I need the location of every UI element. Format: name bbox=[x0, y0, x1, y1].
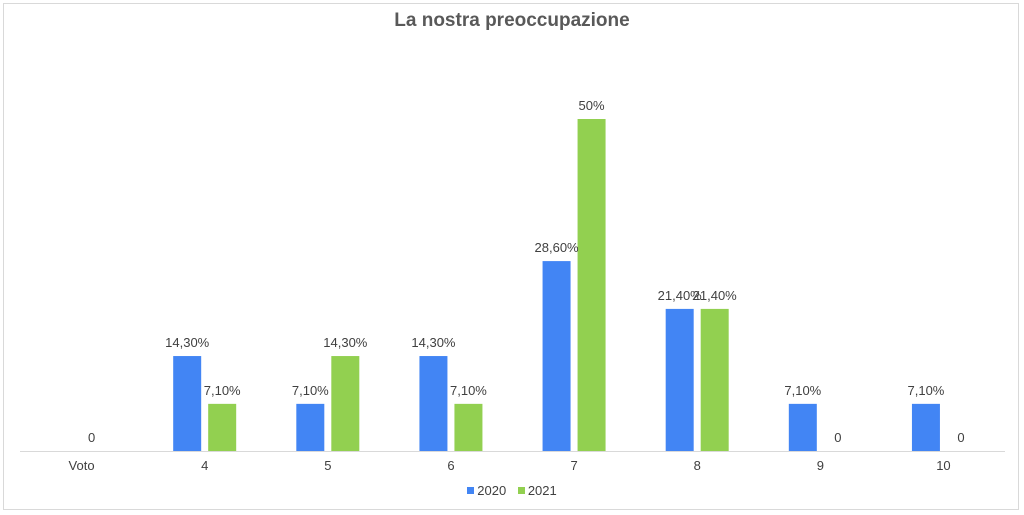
x-tick-label-6: 6 bbox=[447, 458, 454, 473]
bar-2021-8 bbox=[700, 308, 729, 451]
chart-legend: 2020 2021 bbox=[0, 482, 1024, 498]
bar-2020-7 bbox=[542, 261, 571, 451]
legend-swatch-2021 bbox=[517, 487, 525, 495]
legend-swatch-2020 bbox=[467, 487, 475, 495]
data-label-2021-4: 7,10% bbox=[204, 383, 241, 398]
data-label-2021-6: 7,10% bbox=[450, 383, 487, 398]
data-label-2020-6: 14,30% bbox=[411, 335, 456, 350]
x-tick-label-voto: Voto bbox=[69, 458, 95, 473]
bar-2021-5 bbox=[331, 356, 360, 451]
bar-2021-6 bbox=[454, 403, 483, 451]
data-label-2021-7: 50% bbox=[579, 98, 605, 113]
x-tick-label-4: 4 bbox=[201, 458, 208, 473]
data-label-2020-10: 7,10% bbox=[908, 383, 945, 398]
data-label-2020-8: 21,40% bbox=[658, 288, 703, 303]
chart-frame bbox=[3, 3, 1019, 510]
data-label-2021-9: 0 bbox=[834, 430, 841, 445]
x-tick-label-9: 9 bbox=[817, 458, 824, 473]
bar-2020-8 bbox=[665, 308, 694, 451]
bar-2020-10 bbox=[911, 403, 940, 451]
bar-2021-7 bbox=[577, 119, 606, 451]
bar-2020-6 bbox=[419, 356, 448, 451]
data-label-2021-5: 14,30% bbox=[323, 335, 368, 350]
data-label-2020-5: 7,10% bbox=[292, 383, 329, 398]
data-label-2020-9: 7,10% bbox=[784, 383, 821, 398]
legend-item-2020: 2020 bbox=[467, 482, 506, 498]
bar-2020-5 bbox=[296, 403, 325, 451]
bar-2020-4 bbox=[173, 356, 202, 451]
bars-layer bbox=[173, 119, 940, 451]
bar-2021-4 bbox=[208, 403, 237, 451]
data-label-2020-7: 28,60% bbox=[535, 240, 580, 255]
x-tick-label-7: 7 bbox=[570, 458, 577, 473]
bar-2020-9 bbox=[788, 403, 817, 451]
x-tick-label-5: 5 bbox=[324, 458, 331, 473]
legend-item-2021: 2021 bbox=[517, 482, 557, 499]
x-tick-label-8: 8 bbox=[694, 458, 701, 473]
labels-layer: Voto 0 14,30% 7,10% 4 7,10% 14,30% 5 14,30% 7,10%… bbox=[69, 98, 965, 473]
legend-label-2020: 2020 bbox=[477, 483, 507, 499]
data-label-2021-10: 0 bbox=[957, 430, 964, 445]
data-label-voto: 0 bbox=[88, 430, 95, 445]
legend-label-2021: 2021 bbox=[527, 483, 557, 499]
data-label-2020-4: 14,30% bbox=[165, 335, 210, 350]
chart-title: La nostra preoccupazione bbox=[394, 10, 630, 31]
data-label-2021-8: 21,40% bbox=[693, 288, 738, 303]
x-tick-label-10: 10 bbox=[936, 458, 950, 473]
